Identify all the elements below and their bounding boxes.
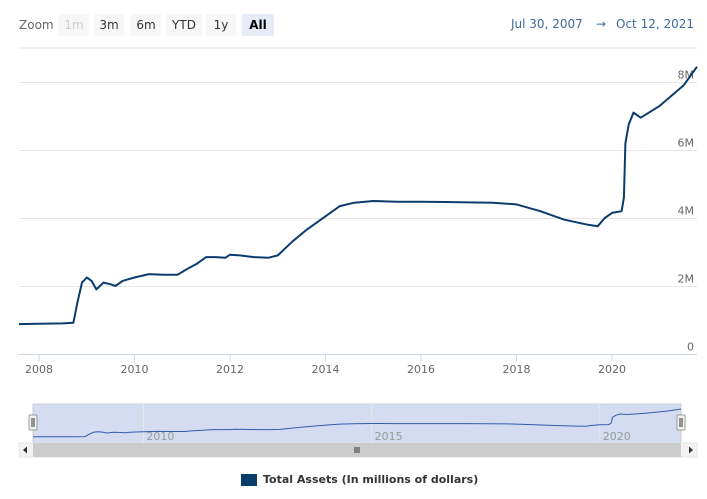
x-tick-label: 2020 [598,363,626,376]
series-line-total-assets [18,66,698,326]
navigator-tick-label: 2020 [603,430,631,443]
x-tick-label: 2010 [121,363,149,376]
y-tick-label: 6M [678,137,695,150]
scroll-left-arrow-icon[interactable] [23,446,27,454]
legend-swatch [241,473,257,486]
navigator-right-handle[interactable] [676,414,686,431]
navigator-tick-label: 2010 [146,430,174,443]
navigator-left-handle[interactable] [28,414,38,431]
legend[interactable]: Total Assets (In millions of dollars) [241,473,478,486]
y-tick-label: 4M [678,205,695,218]
navigator[interactable]: 2010 2015 2020 [18,403,698,458]
x-tick-label: 2012 [216,363,244,376]
y-tick-label: 0 [687,341,694,354]
x-tick-label: 2018 [503,363,531,376]
zoom-3m-button[interactable]: 3m [94,14,124,36]
zoom-all-button[interactable]: All [242,14,274,36]
zoom-6m-button[interactable]: 6m [131,14,161,36]
navigator-tick-label: 2015 [375,430,403,443]
grid [19,47,697,355]
x-tick-label: 2014 [312,363,340,376]
range-to-date[interactable]: Oct 12, 2021 [616,17,694,31]
zoom-label: Zoom [19,18,54,32]
navigator-series-line [32,408,682,438]
range-from-date[interactable]: Jul 30, 2007 [511,17,583,31]
x-tick-label: 2008 [25,363,53,376]
legend-label: Total Assets (In millions of dollars) [263,473,479,486]
zoom-1y-button[interactable]: 1y [206,14,236,36]
scroll-right-arrow-icon[interactable] [689,446,693,454]
zoom-ytd-button[interactable]: YTD [166,14,202,36]
x-axis: 2008 2010 2012 2014 2016 2018 2020 [19,354,697,376]
x-tick-label: 2016 [407,363,435,376]
zoom-1m-button[interactable]: 1m [59,14,89,36]
y-tick-label: 2M [678,273,695,286]
series-layer [18,66,698,326]
range-arrow: → [596,17,607,31]
